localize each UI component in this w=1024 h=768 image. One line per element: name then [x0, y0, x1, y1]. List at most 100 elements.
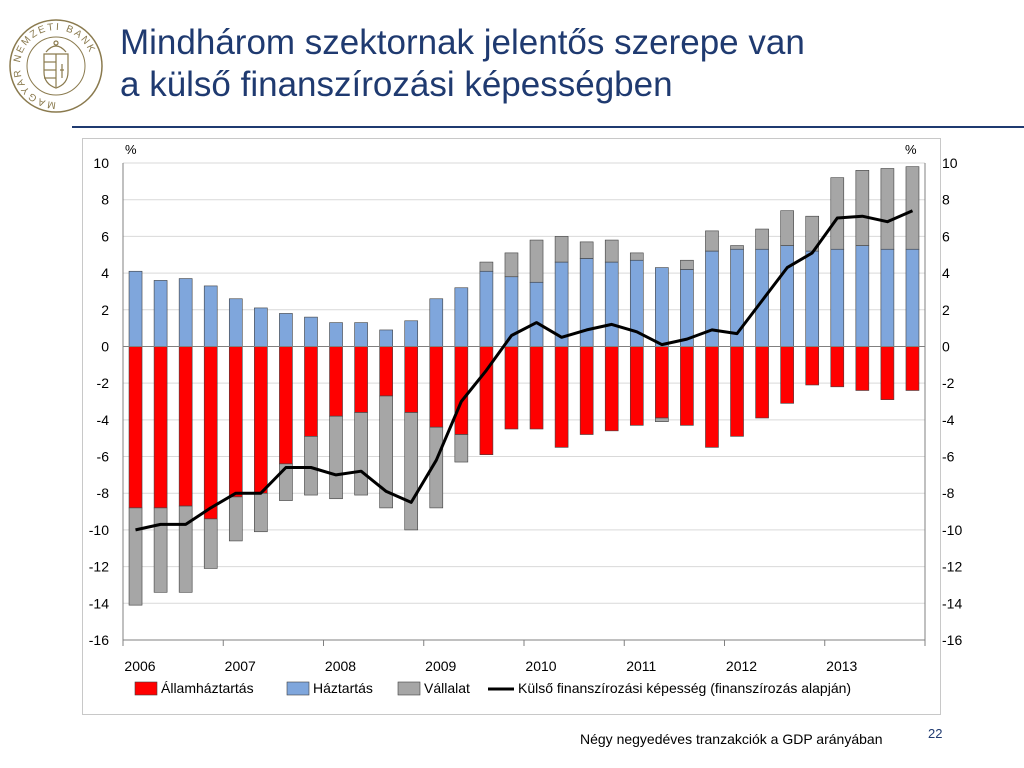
- bar-haztartas: [780, 245, 794, 347]
- bar-vallalat: [504, 252, 519, 278]
- y-tick-label-left: 4: [101, 265, 109, 281]
- bar-allamhaztartas: [680, 346, 694, 426]
- bar-allamhaztartas: [254, 346, 268, 494]
- bar-vallalat: [880, 168, 895, 250]
- y-tick-label-right: 2: [942, 302, 950, 318]
- y-unit-left: %: [125, 142, 137, 157]
- bar-haztartas: [429, 298, 444, 347]
- bar-vallalat: [203, 518, 218, 569]
- bar-allamhaztartas: [905, 346, 920, 391]
- bar-vallalat: [178, 505, 193, 593]
- legend-swatch: [134, 681, 158, 696]
- y-tick-label-right: -8: [942, 485, 955, 501]
- bar-allamhaztartas: [404, 346, 419, 413]
- page-number: 22: [928, 726, 943, 741]
- chart-tick-labels: 10 10 8 8 6 6 4 4 2 2 0 0 -2 -2 -4 -4 -6 -6 -8 -8 -10 -10 -12 -…: [89, 142, 963, 674]
- bar-haztartas: [755, 248, 769, 347]
- bar-vallalat: [705, 230, 719, 252]
- bar-allamhaztartas: [529, 346, 544, 430]
- legend-kulso-finanszirozasi-kepesseg: Külső finanszírozási képesség (finanszír…: [488, 680, 851, 696]
- title-divider: [72, 126, 1024, 128]
- bar-haztartas: [404, 320, 419, 347]
- bar-haztartas: [228, 298, 243, 347]
- legend-allamhaztartas: Államháztartás: [134, 680, 254, 696]
- coat-of-arms-icon: [43, 40, 69, 89]
- bar-allamhaztartas: [705, 346, 719, 448]
- legend-swatch: [286, 681, 310, 696]
- bar-allamhaztartas: [579, 346, 594, 435]
- y-tick-label-left: 6: [101, 228, 109, 244]
- bar-vallalat: [454, 434, 469, 463]
- y-tick-label-right: -14: [942, 595, 962, 611]
- chart-frame: [82, 138, 941, 715]
- chart-legend: Államháztartás Háztartás Vállalat Külső fin…: [134, 680, 851, 696]
- bar-haztartas: [479, 270, 494, 347]
- y-tick-label-right: -12: [942, 559, 962, 575]
- y-tick-label-right: 4: [942, 265, 950, 281]
- bar-haztartas: [880, 248, 895, 347]
- bar-allamhaztartas: [780, 346, 794, 404]
- bar-allamhaztartas: [655, 346, 669, 419]
- bar-vallalat: [329, 415, 343, 500]
- chart-bars: [128, 166, 920, 606]
- bar-haztartas: [203, 285, 218, 347]
- y-tick-label-right: -2: [942, 375, 955, 391]
- y-tick-label-left: -10: [89, 522, 109, 538]
- x-tick-label: 2009: [425, 658, 456, 674]
- bar-vallalat: [128, 507, 143, 606]
- bar-allamhaztartas: [504, 346, 519, 430]
- bar-haztartas: [329, 322, 343, 347]
- bar-haztartas: [379, 329, 393, 347]
- bar-allamhaztartas: [805, 346, 820, 386]
- bar-allamhaztartas: [855, 346, 870, 391]
- bar-haztartas: [454, 287, 469, 347]
- y-tick-label-right: 10: [942, 155, 958, 171]
- footnote: Négy negyedéves tranzakciók a GDP arányá…: [580, 731, 883, 747]
- y-tick-label-right: 0: [942, 338, 950, 354]
- bar-haztartas: [279, 313, 293, 347]
- legend-vallalat: Vállalat: [397, 680, 470, 696]
- bar-allamhaztartas: [228, 346, 243, 498]
- bar-vallalat: [855, 170, 870, 246]
- bar-allamhaztartas: [354, 346, 368, 413]
- bar-allamhaztartas: [153, 346, 168, 509]
- bar-vallalat: [780, 210, 794, 246]
- bar-allamhaztartas: [329, 346, 343, 417]
- bar-haztartas: [254, 307, 268, 347]
- bar-haztartas: [855, 245, 870, 347]
- logo-outer-ring: [9, 19, 103, 113]
- bar-vallalat: [629, 252, 644, 261]
- y-tick-label-left: -16: [89, 632, 109, 648]
- bar-vallalat: [604, 239, 619, 263]
- line-kulso-finanszirozasi-kepesseg: [135, 209, 914, 532]
- bar-allamhaztartas: [178, 346, 193, 507]
- y-tick-label-left: -8: [97, 485, 110, 501]
- bar-vallalat: [579, 241, 594, 259]
- chart-line: [135, 209, 914, 532]
- y-tick-label-left: 0: [101, 338, 109, 354]
- chart-axes: [122, 163, 926, 646]
- bar-allamhaztartas: [755, 346, 769, 419]
- bar-allamhaztartas: [554, 346, 569, 448]
- page-title: Mindhárom szektornak jelentős szerepe va…: [120, 22, 1000, 106]
- bar-haztartas: [153, 280, 168, 347]
- legend-label: Vállalat: [424, 680, 470, 696]
- bar-allamhaztartas: [304, 346, 318, 437]
- bar-allamhaztartas: [629, 346, 644, 426]
- bar-allamhaztartas: [203, 346, 218, 520]
- x-tick-label: 2010: [525, 658, 556, 674]
- x-tick-label: 2011: [626, 658, 656, 674]
- legend-swatch: [397, 681, 421, 696]
- legend-label: Államháztartás: [161, 680, 254, 696]
- bar-vallalat: [429, 426, 444, 509]
- bar-vallalat: [830, 177, 845, 250]
- y-tick-label-left: 10: [93, 155, 109, 171]
- bar-haztartas: [529, 281, 544, 347]
- bar-vallalat: [279, 463, 293, 501]
- bar-vallalat: [730, 245, 744, 250]
- y-tick-label-right: -10: [942, 522, 962, 538]
- bar-vallalat: [304, 436, 318, 496]
- bar-haztartas: [905, 248, 920, 347]
- y-tick-label-left: -6: [97, 449, 110, 465]
